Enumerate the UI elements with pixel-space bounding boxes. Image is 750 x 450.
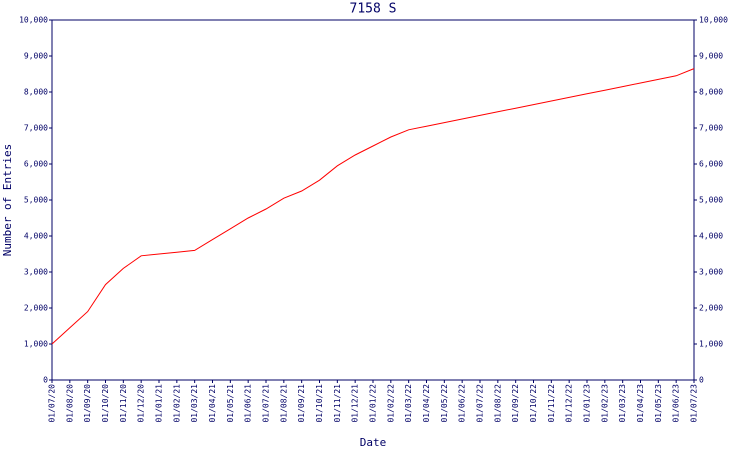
y-tick-label: 6,000 xyxy=(24,160,48,169)
x-tick-label: 01/05/22 xyxy=(440,384,449,423)
y2-tick-label: 3,000 xyxy=(699,268,723,277)
x-tick-label: 01/08/21 xyxy=(279,384,288,423)
x-tick-label: 01/02/22 xyxy=(386,384,395,423)
y-tick-label: 7,000 xyxy=(24,124,48,133)
x-tick-label: 01/03/21 xyxy=(190,384,199,423)
y-tick-label: 5,000 xyxy=(24,196,48,205)
y-tick-label: 4,000 xyxy=(24,232,48,241)
chart-title: 7158 S xyxy=(350,2,397,17)
x-tick-label: 01/12/20 xyxy=(137,384,146,423)
x-tick-label: 01/11/21 xyxy=(333,384,342,423)
x-tick-label: 01/01/21 xyxy=(155,384,164,423)
x-tick-label: 01/06/22 xyxy=(458,384,467,423)
y2-tick-label: 5,000 xyxy=(699,196,723,205)
y2-tick-label: 1,000 xyxy=(699,340,723,349)
x-tick-label: 01/10/21 xyxy=(315,384,324,423)
x-axis-label: Date xyxy=(360,436,387,449)
x-tick-label: 01/02/21 xyxy=(172,384,181,423)
x-tick-label: 01/12/22 xyxy=(565,384,574,423)
x-tick-label: 01/05/21 xyxy=(226,384,235,423)
y2-tick-label: 9,000 xyxy=(699,52,723,61)
x-tick-label: 01/09/20 xyxy=(83,384,92,423)
y2-tick-label: 4,000 xyxy=(699,232,723,241)
x-tick-label: 01/02/23 xyxy=(600,384,609,423)
x-tick-label: 01/06/23 xyxy=(672,384,681,423)
x-tick-label: 01/04/21 xyxy=(208,384,217,423)
y2-tick-label: 8,000 xyxy=(699,88,723,97)
x-tick-label: 01/03/22 xyxy=(404,384,413,423)
y-tick-label: 1,000 xyxy=(24,340,48,349)
x-tick-label: 01/08/22 xyxy=(493,384,502,423)
x-tick-label: 01/04/22 xyxy=(422,384,431,423)
x-tick-label: 01/07/20 xyxy=(48,384,57,423)
x-tick-label: 01/10/20 xyxy=(101,384,110,423)
y2-tick-label: 6,000 xyxy=(699,160,723,169)
x-tick-label: 01/06/21 xyxy=(244,384,253,423)
y2-tick-label: 2,000 xyxy=(699,304,723,313)
data-line xyxy=(51,68,695,345)
x-tick-label: 01/09/22 xyxy=(511,384,520,423)
x-tick-label: 01/08/20 xyxy=(65,384,74,423)
x-tick-label: 01/10/22 xyxy=(529,384,538,423)
x-tick-label: 01/05/23 xyxy=(654,384,663,423)
x-tick-label: 01/01/23 xyxy=(583,384,592,423)
y-tick-label: 0 xyxy=(43,376,48,385)
y-tick-label: 3,000 xyxy=(24,268,48,277)
y-tick-label: 2,000 xyxy=(24,304,48,313)
y2-tick-label: 0 xyxy=(699,376,704,385)
x-tick-label: 01/04/23 xyxy=(636,384,645,423)
y-axis-label: Number of Entries xyxy=(1,144,14,257)
y2-tick-label: 10,000 xyxy=(699,16,728,25)
plot-frame xyxy=(51,19,695,381)
x-tick-label: 01/01/22 xyxy=(369,384,378,423)
x-tick-label: 01/11/22 xyxy=(547,384,556,423)
y-tick-label: 9,000 xyxy=(24,52,48,61)
y2-tick-label: 7,000 xyxy=(699,124,723,133)
x-tick-label: 01/07/22 xyxy=(476,384,485,423)
x-tick-label: 01/03/23 xyxy=(618,384,627,423)
x-tick-label: 01/07/23 xyxy=(690,384,699,423)
x-tick-label: 01/11/20 xyxy=(119,384,128,423)
y-tick-label: 10,000 xyxy=(19,16,48,25)
x-tick-label: 01/09/21 xyxy=(297,384,306,423)
x-tick-label: 01/07/21 xyxy=(262,384,271,423)
y-tick-label: 8,000 xyxy=(24,88,48,97)
x-tick-label: 01/12/21 xyxy=(351,384,360,423)
